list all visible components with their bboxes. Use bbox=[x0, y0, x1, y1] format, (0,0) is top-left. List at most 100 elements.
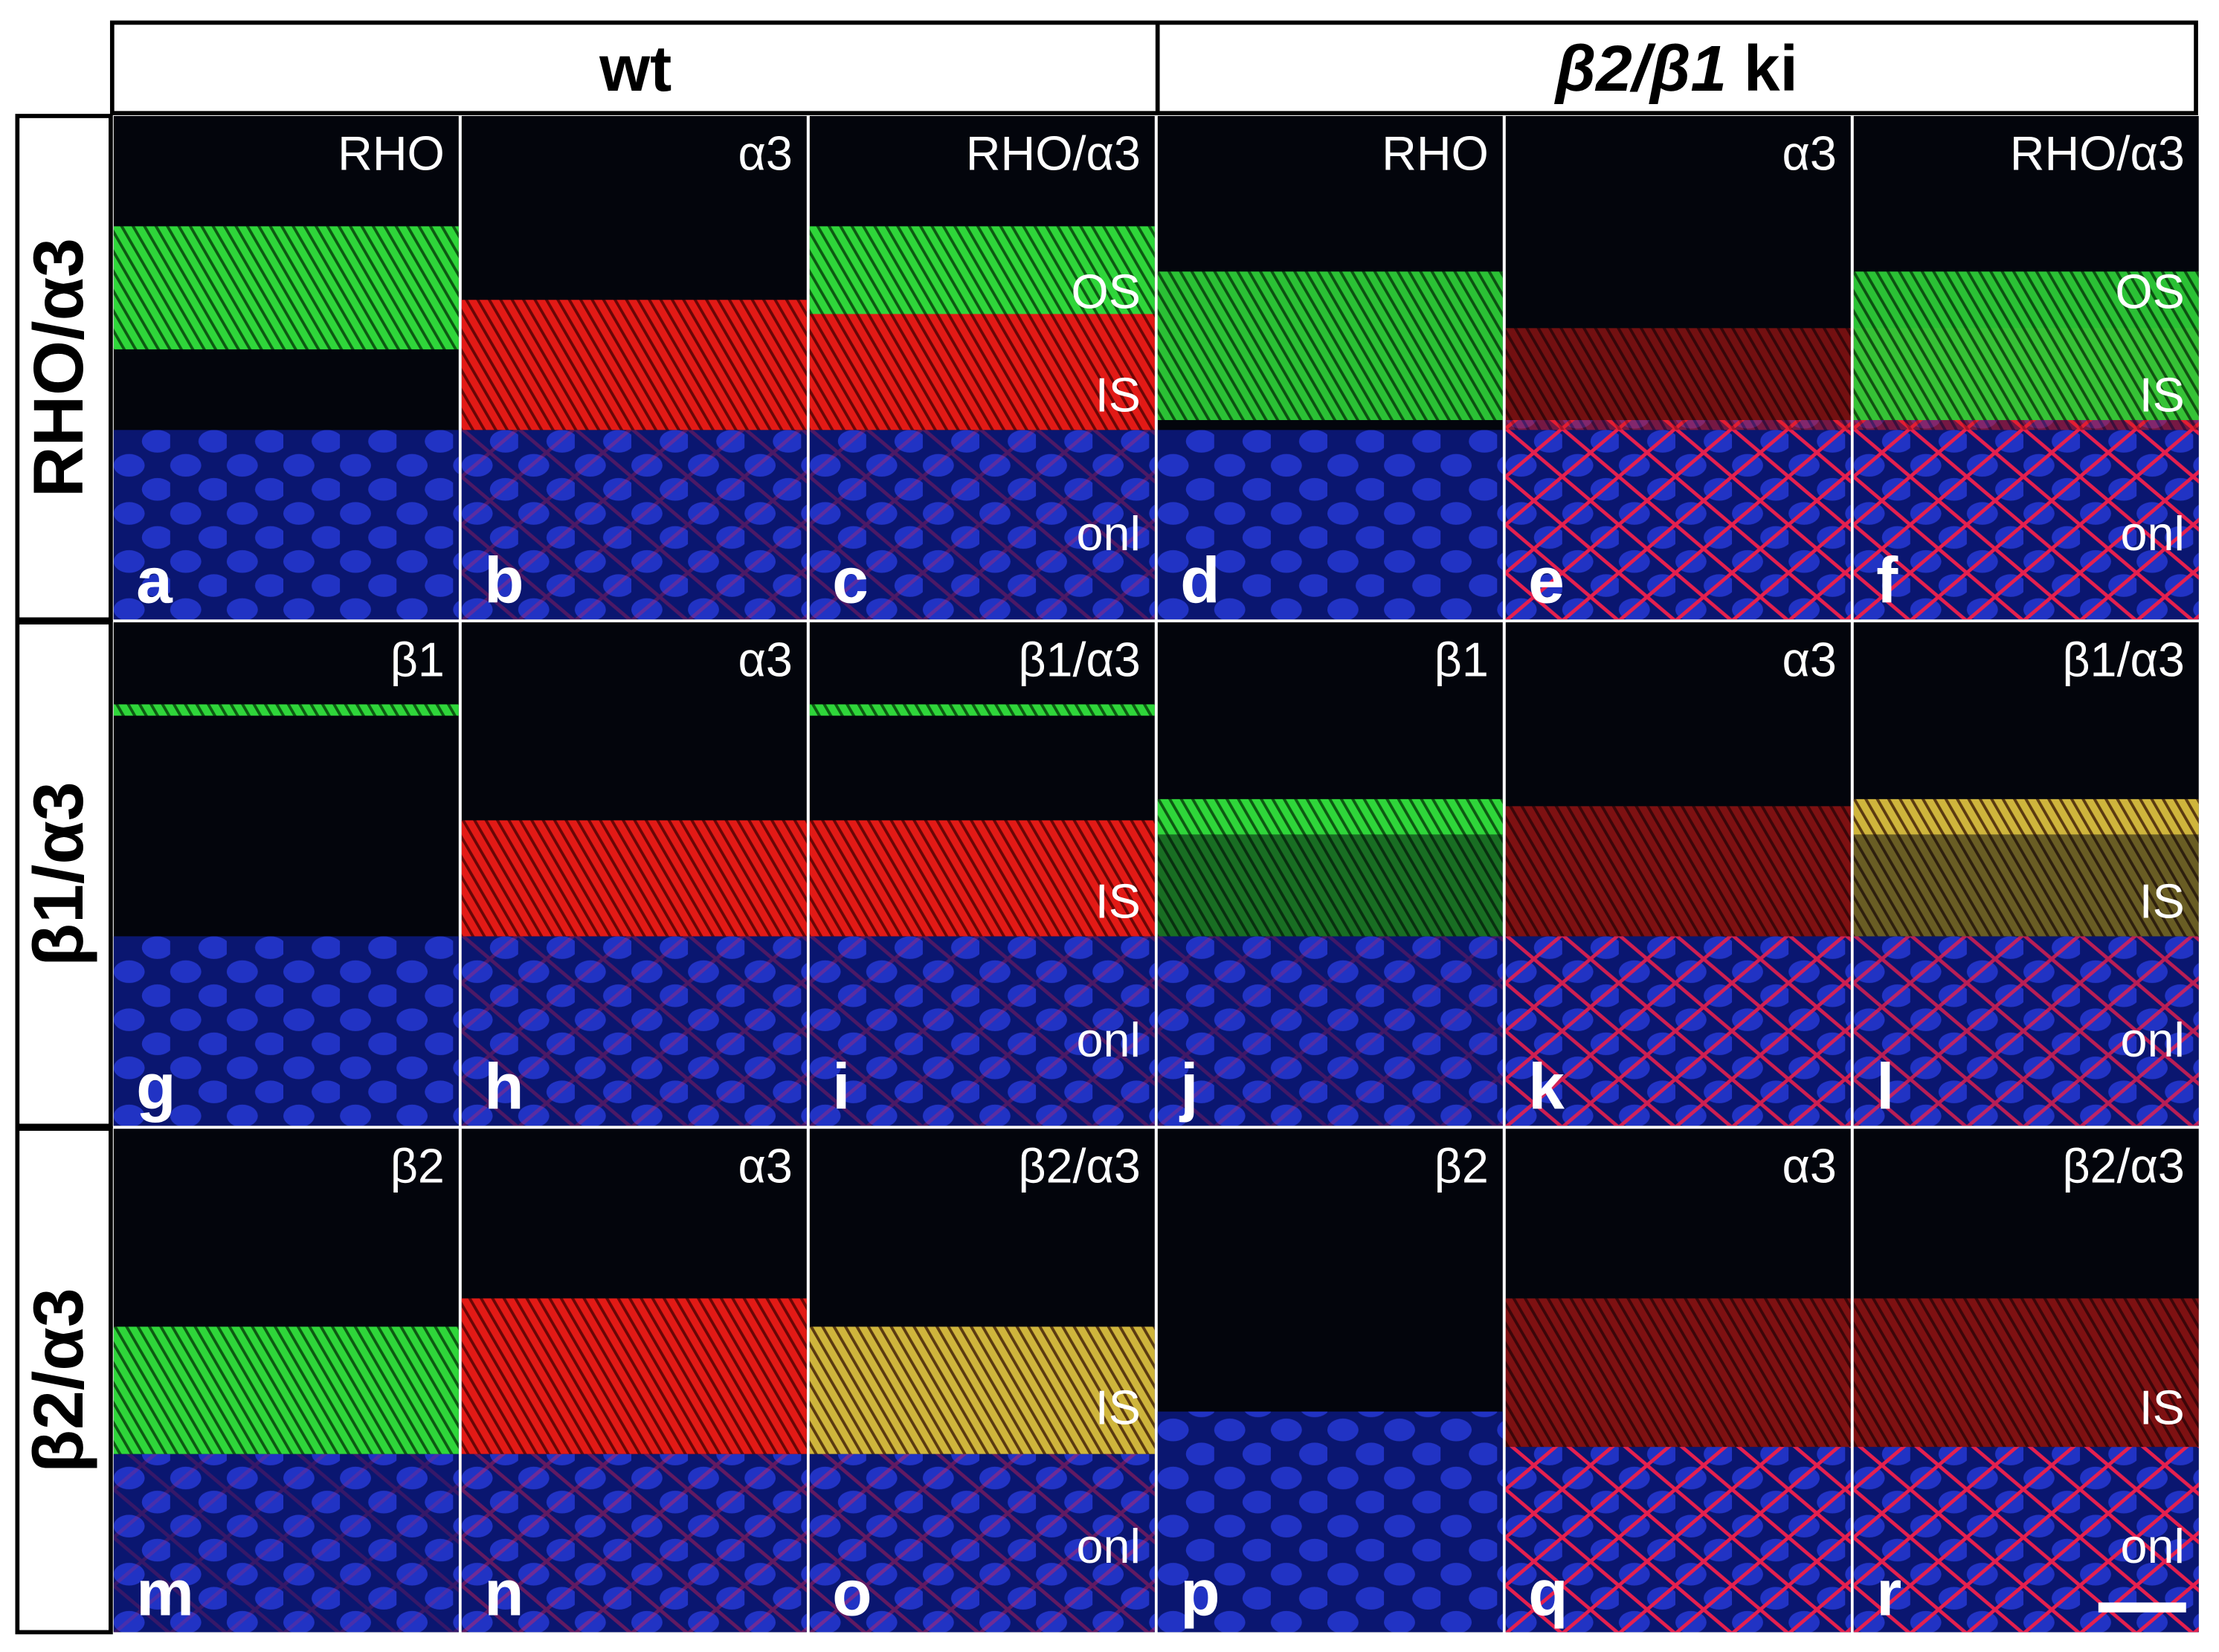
panel-letter: i bbox=[832, 1050, 850, 1123]
panel-grid: RHO/α3RHOaα3bRHO/α3cOSISonlRHOdα3eRHO/α3… bbox=[15, 114, 2199, 1635]
micrograph-panel: α3 q bbox=[1505, 1129, 1851, 1633]
panel-image bbox=[461, 622, 807, 1126]
stain-label: β1/α3 bbox=[1018, 632, 1141, 686]
layer-label: IS bbox=[2139, 1381, 2185, 1435]
row-frame bbox=[15, 114, 113, 622]
panel-letter: q bbox=[1528, 1557, 1568, 1630]
column-header: wt bbox=[599, 32, 672, 105]
membrane-mesh bbox=[461, 1453, 807, 1633]
stain-label: RHO bbox=[338, 126, 445, 180]
layer-label: IS bbox=[2139, 368, 2185, 422]
stain-label: β2/α3 bbox=[2062, 1138, 2185, 1193]
stain-band bbox=[113, 226, 459, 349]
micrograph-panel: RHO a bbox=[113, 115, 459, 620]
row-label: β1/α3 bbox=[19, 781, 98, 967]
stain-label: α3 bbox=[1782, 126, 1836, 180]
panel-image bbox=[461, 1129, 807, 1633]
stain-band bbox=[809, 704, 1155, 716]
micrograph-panel: α3 h bbox=[461, 622, 807, 1126]
micrograph-panel: β2/α3 r IS onl bbox=[1853, 1129, 2199, 1633]
stain-band bbox=[1157, 798, 1503, 835]
panel-letter: k bbox=[1528, 1050, 1565, 1123]
panel-letter: p bbox=[1180, 1557, 1220, 1630]
membrane-mesh bbox=[461, 430, 807, 620]
membrane-mesh bbox=[1853, 420, 2199, 620]
micrograph-panel: β1/α3 l IS onl bbox=[1853, 622, 2199, 1126]
stain-band bbox=[1157, 834, 1503, 937]
membrane-mesh bbox=[461, 936, 807, 1126]
panel-image bbox=[1505, 1129, 1851, 1633]
stain-band bbox=[1505, 1298, 1851, 1448]
micrograph-panel: β2/α3 o IS onl bbox=[809, 1129, 1155, 1633]
column-header-text: ki bbox=[1744, 32, 1798, 105]
panel-image bbox=[809, 1129, 1155, 1633]
stain-label: α3 bbox=[1782, 1138, 1836, 1193]
column-header-italic: β2/β1 bbox=[1554, 32, 1727, 105]
membrane-mesh bbox=[1853, 936, 2199, 1126]
panel-letter: c bbox=[832, 543, 869, 616]
scale-bar bbox=[2098, 1602, 2186, 1613]
membrane-mesh bbox=[809, 1453, 1155, 1633]
panel-letter: o bbox=[832, 1557, 872, 1630]
layer-label: onl bbox=[2121, 506, 2185, 561]
stain-label: RHO/α3 bbox=[2010, 126, 2185, 180]
panel-letter: a bbox=[136, 543, 173, 616]
panel-letter: h bbox=[484, 1050, 524, 1123]
layer-label: OS bbox=[2115, 265, 2184, 319]
micrograph-panel: β2 p bbox=[1157, 1129, 1503, 1633]
layer-label: onl bbox=[1077, 1519, 1141, 1573]
stain-band bbox=[1853, 798, 2199, 835]
stain-label: β2 bbox=[1434, 1138, 1489, 1193]
layer-label: onl bbox=[1077, 1013, 1141, 1067]
micrograph-panel: β1 g bbox=[113, 622, 459, 1126]
micrograph-panel: α3 b bbox=[461, 115, 807, 620]
membrane-mesh bbox=[809, 430, 1155, 620]
layer-label: OS bbox=[1071, 265, 1140, 319]
micrograph-panel: α3 n bbox=[461, 1129, 807, 1633]
stain-label: α3 bbox=[738, 1138, 793, 1193]
panel-image bbox=[1853, 1129, 2199, 1633]
stain-band bbox=[461, 820, 807, 937]
stain-band bbox=[113, 1326, 459, 1454]
nuclear-layer bbox=[1157, 1411, 1503, 1633]
panel-image bbox=[1157, 1129, 1503, 1633]
row-label: RHO/α3 bbox=[19, 238, 98, 497]
membrane-mesh bbox=[1853, 1447, 2199, 1633]
stain-label: RHO/α3 bbox=[966, 126, 1141, 180]
stain-band bbox=[809, 1326, 1155, 1454]
micrograph-panel: RHO/α3 c OS IS onl bbox=[809, 115, 1155, 620]
stain-band bbox=[809, 226, 1155, 329]
panel-image bbox=[1505, 115, 1851, 620]
panel-letter: b bbox=[484, 543, 524, 616]
panel-letter: n bbox=[484, 1557, 524, 1630]
stain-band bbox=[1853, 1298, 2199, 1448]
nuclear-layer bbox=[113, 430, 459, 620]
stain-label: β2/α3 bbox=[1018, 1138, 1141, 1193]
nuclear-layer bbox=[1157, 430, 1503, 620]
panel-image bbox=[809, 622, 1155, 1126]
stain-band bbox=[1505, 328, 1851, 430]
panel-image bbox=[809, 115, 1155, 620]
micrograph-panel: RHO/α3 f OS IS onl bbox=[1853, 115, 2199, 620]
layer-label: onl bbox=[2121, 1013, 2185, 1067]
micrograph-panel: α3 e bbox=[1505, 115, 1851, 620]
stain-band bbox=[113, 704, 459, 716]
column-header: β2/β1 ki bbox=[1554, 32, 1798, 105]
panel-letter: m bbox=[136, 1557, 194, 1630]
micrograph-panel: RHO d bbox=[1157, 115, 1503, 620]
panel-image bbox=[461, 115, 807, 620]
membrane-mesh bbox=[809, 936, 1155, 1126]
panel-letter: r bbox=[1876, 1557, 1901, 1630]
stain-band bbox=[1853, 834, 2199, 937]
micrograph-panel: β1 j bbox=[1157, 622, 1503, 1126]
membrane-mesh bbox=[1505, 936, 1851, 1126]
panel-image bbox=[113, 622, 459, 1126]
nuclear-layer bbox=[113, 936, 459, 1126]
layer-label: onl bbox=[1077, 506, 1141, 561]
stain-label: β2 bbox=[390, 1138, 445, 1193]
panel-image bbox=[113, 115, 459, 620]
stain-label: α3 bbox=[1782, 632, 1836, 686]
panel-letter: f bbox=[1876, 543, 1898, 616]
